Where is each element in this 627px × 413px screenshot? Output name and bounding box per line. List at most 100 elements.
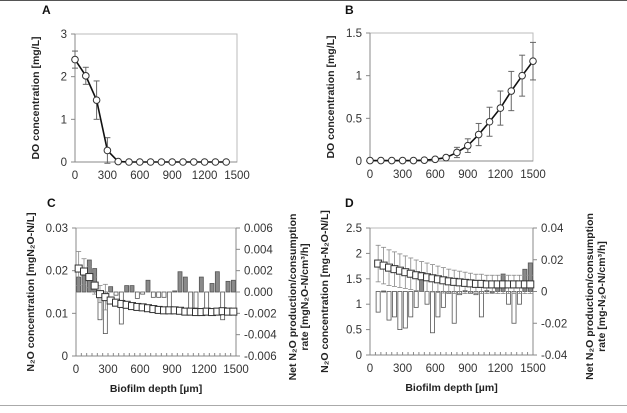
data-point	[387, 156, 396, 165]
rate-bar	[408, 291, 414, 318]
data-point	[146, 158, 155, 166]
rate-bar	[214, 271, 220, 293]
panel-b: B 0 300 600 900 1200 1500 0 0.5 1 1.5 DO concentrat…	[325, 3, 546, 181]
x-tick-label: 900	[163, 170, 182, 182]
right-y-tick-label: 0.000	[244, 287, 273, 299]
right-y-tick-label: -0.04	[541, 350, 568, 362]
rate-bar	[413, 291, 419, 308]
y-tick-label: 1	[61, 114, 67, 126]
panel-label: C	[47, 196, 56, 210]
rate-bar	[430, 291, 435, 334]
rate-bar	[108, 286, 114, 293]
x-tick-label: 1200	[488, 363, 514, 375]
x-tick-label: 0	[367, 169, 373, 181]
data-point	[398, 156, 407, 165]
y-tick-label: 2	[356, 248, 362, 260]
data-point	[71, 55, 79, 64]
data-point	[168, 158, 176, 166]
data-point	[377, 156, 385, 165]
data-point	[529, 57, 537, 65]
y-tick-label: 0.5	[346, 113, 362, 125]
rate-bar	[156, 291, 162, 298]
data-point	[179, 158, 187, 166]
data-point	[92, 96, 101, 104]
rate-bar	[230, 279, 236, 293]
x-tick-label: 1200	[488, 169, 514, 181]
x-axis-label: Biofilm depth [µm]	[110, 383, 202, 395]
panel-label: D	[345, 196, 354, 210]
rate-bar	[150, 291, 156, 298]
y-tick-label: 0.02	[46, 266, 68, 278]
rate-bar	[124, 285, 130, 293]
data-point	[518, 71, 526, 80]
data-point	[222, 158, 230, 166]
y-tick-label: 0	[356, 156, 362, 168]
x-tick-label: 1200	[192, 170, 218, 182]
data-point	[507, 87, 516, 95]
x-tick-label: 300	[393, 169, 412, 181]
panel-a: A 0 300 600 900 1200 1500 0 1 2 3 DO concentration …	[30, 3, 250, 182]
data-point	[200, 158, 209, 166]
y-axis-label: DO concentration [mg/L]	[30, 36, 42, 159]
right-y-tick-label: -0.002	[244, 308, 277, 320]
rate-bar	[478, 291, 484, 318]
right-y-tick-label: 0.002	[244, 266, 273, 278]
y-tick-label: 1	[356, 299, 362, 311]
x-tick-label: 1500	[520, 169, 546, 181]
x-tick-label: 0	[73, 364, 79, 376]
rate-bar	[209, 283, 215, 293]
data-point	[485, 117, 494, 126]
right-y-tick-label: 0.02	[541, 255, 563, 267]
rate-bar	[161, 291, 167, 298]
right-y-tick-label: 0.006	[244, 223, 273, 235]
figure-top-border	[0, 0, 627, 1]
data-point	[114, 157, 122, 166]
panel-label: A	[42, 3, 51, 17]
panel-c: C 0 300 600 900 1200 1500 0 0.01 0.02 0.03 N₂O conc…	[25, 196, 311, 395]
rate-bar	[424, 291, 430, 305]
rate-bar	[140, 291, 146, 295]
rate-bar	[451, 291, 457, 324]
right-y-tick-label: -0.02	[541, 318, 567, 330]
data-point	[453, 148, 461, 157]
right-y-axis-label: rate [mgN₂O-N/cm³/h]	[299, 243, 311, 350]
series-line	[74, 59, 227, 163]
rate-bar	[220, 291, 226, 321]
x-tick-label: 1500	[224, 170, 250, 182]
data-point	[82, 72, 90, 80]
rate-bar	[129, 285, 135, 293]
data-point	[409, 156, 418, 165]
rate-bar	[113, 291, 119, 296]
y-tick-label: 0	[356, 350, 362, 362]
y-tick-label: 1	[356, 71, 362, 83]
y-tick-label: 0	[61, 157, 67, 169]
x-tick-label: 600	[130, 364, 149, 376]
concentration-point	[80, 267, 88, 276]
rate-bar	[435, 291, 441, 318]
data-point	[366, 156, 374, 165]
x-tick-label: 1200	[191, 364, 217, 376]
concentration-point	[90, 281, 99, 290]
data-point	[125, 158, 133, 166]
rate-bar	[145, 279, 151, 293]
y-tick-label: 3	[61, 29, 67, 41]
right-y-tick-label: 0	[541, 287, 547, 299]
rate-bar	[386, 291, 392, 321]
concentration-point	[229, 307, 238, 316]
y-axis-label: DO concentration [mg/L]	[325, 35, 337, 158]
right-y-axis-label: Net N₂O production/consumption	[584, 213, 596, 380]
rate-bar	[375, 291, 381, 313]
panel-label: B	[345, 3, 354, 17]
data-point	[190, 158, 198, 166]
x-tick-label: 900	[162, 364, 181, 376]
concentration-point	[526, 280, 535, 289]
data-point	[431, 155, 440, 164]
y-axis-label: N₂O concentration [mg-N₂O-N/L]	[319, 210, 331, 373]
y-tick-label: 1.5	[346, 274, 362, 286]
rate-bar	[193, 291, 199, 309]
y-tick-label: 0	[62, 351, 68, 363]
rate-bar	[198, 276, 204, 293]
x-tick-label: 600	[426, 363, 445, 375]
data-point	[136, 158, 144, 166]
y-tick-label: 0.03	[46, 223, 68, 235]
